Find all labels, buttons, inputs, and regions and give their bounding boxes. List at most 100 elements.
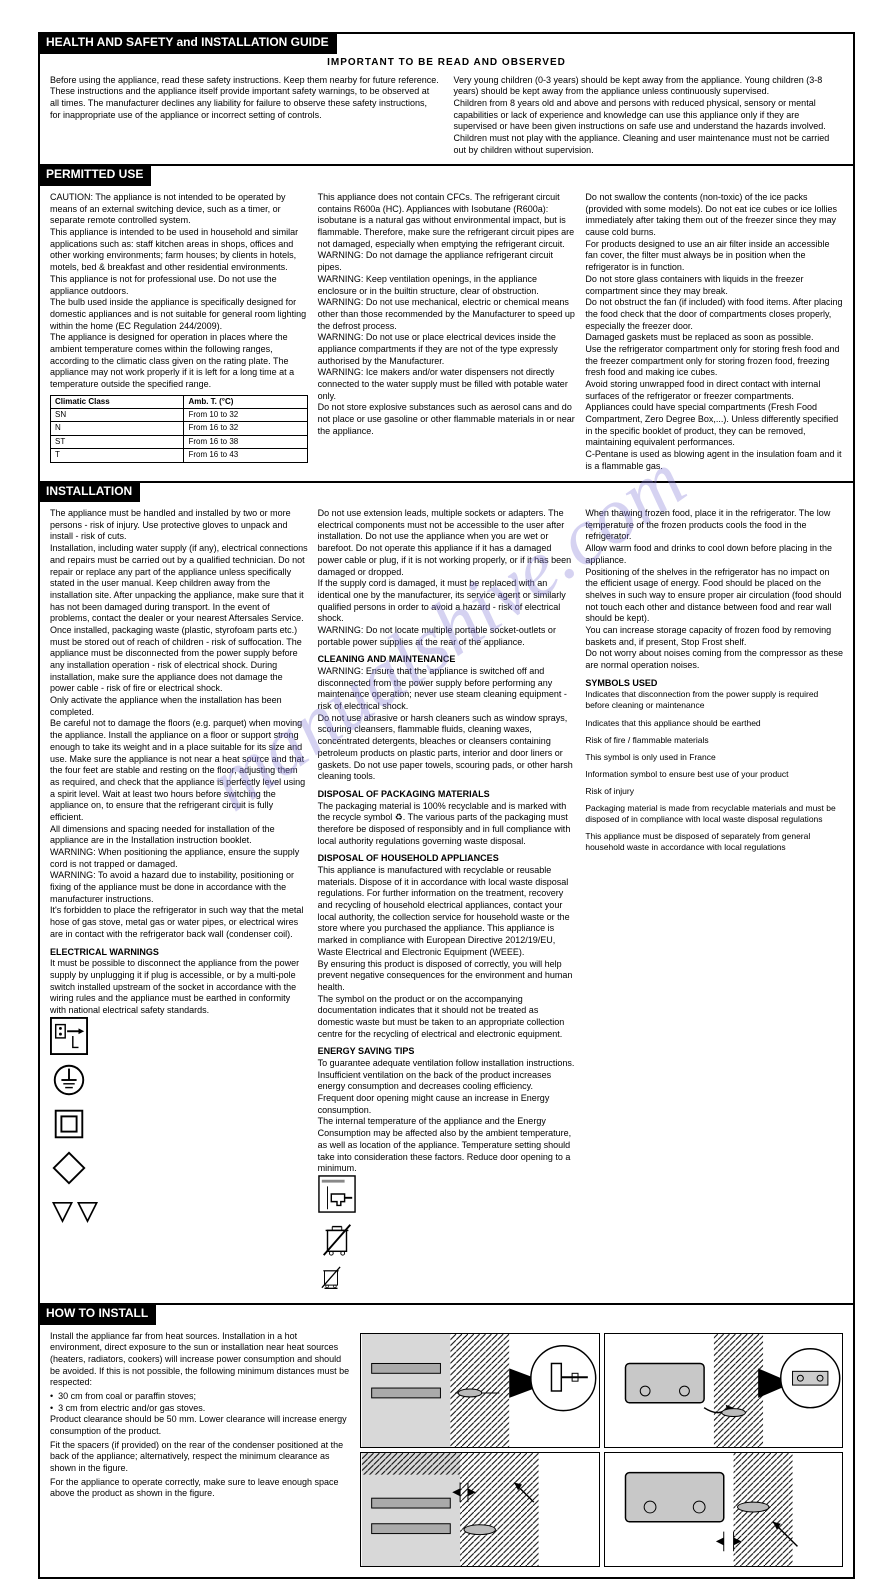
- th-temp: Amb. T. (°C): [184, 395, 307, 408]
- in-c2-13: To guarantee adequate ventilation follow…: [318, 1058, 576, 1093]
- in-c1-7: It's forbidden to place the refrigerator…: [50, 905, 308, 940]
- symbol-weee1: [318, 1219, 576, 1257]
- in-c2-5: Do not use abrasive or harsh cleaners su…: [318, 713, 576, 783]
- triangles-icon: [50, 1193, 100, 1231]
- pu-c3-3: Do not obstruct the fan (if included) wi…: [585, 297, 843, 332]
- symbol-text: This symbol is only used in France: [585, 752, 843, 763]
- symbol-earth: [50, 1061, 308, 1099]
- in-c1-4: All dimensions and spacing needed for in…: [50, 824, 308, 847]
- section-title: HEALTH AND SAFETY and INSTALLATION GUIDE: [38, 32, 337, 54]
- diamond-icon: [50, 1149, 88, 1187]
- pu-c2-2: WARNING: Keep ventilation openings, in t…: [318, 274, 576, 297]
- diagram-bracket-1: [604, 1333, 844, 1448]
- pu-c2-5: WARNING: Ice makers and/or water dispens…: [318, 367, 576, 402]
- pu-c1-2: This appliance is not for professional u…: [50, 274, 308, 297]
- pu-c2-6: Do not store explosive substances such a…: [318, 402, 576, 437]
- symbol-text: Information symbol to ensure best use of…: [585, 769, 843, 780]
- cell: From 16 to 32: [184, 422, 307, 435]
- symbol-text: This appliance must be disposed of separ…: [585, 831, 843, 853]
- intro-warning: IMPORTANT TO BE READ AND OBSERVED: [40, 56, 853, 69]
- pu-c1-1: This appliance is intended to be used in…: [50, 227, 308, 274]
- in-c1-1: Installation, including water supply (if…: [50, 543, 308, 695]
- symbol-triangles: [50, 1193, 308, 1231]
- in-c3-0: When thawing frozen food, place it in th…: [585, 508, 843, 543]
- in-c3-2: Positioning of the shelves in the refrig…: [585, 567, 843, 625]
- hi-para-4: Fit the spacers (if provided) on the rea…: [50, 1440, 350, 1475]
- pu-c3-1: For products designed to use an air filt…: [585, 239, 843, 274]
- symbol-text-drill: Risk of injury: [585, 786, 843, 797]
- section-health-safety: HEALTH AND SAFETY and INSTALLATION GUIDE…: [38, 32, 855, 166]
- section-title: INSTALLATION: [38, 481, 140, 503]
- in-c1-6: WARNING: To avoid a hazard due to instab…: [50, 870, 308, 905]
- section-installation: INSTALLATION The appliance must be handl…: [38, 483, 855, 1305]
- pu-c3-8: C-Pentane is used as blowing agent in th…: [585, 449, 843, 472]
- in-c1-0: The appliance must be handled and instal…: [50, 508, 308, 543]
- in-c1-2: Only activate the appliance when the ins…: [50, 695, 308, 718]
- in-c2-10: By ensuring this product is disposed of …: [318, 959, 576, 994]
- cell: N: [51, 422, 184, 435]
- cell: From 16 to 38: [184, 435, 307, 448]
- th-climatic: Climatic Class: [51, 395, 184, 408]
- cell: SN: [51, 409, 184, 422]
- pu-c2-4: WARNING: Do not use or place electrical …: [318, 332, 576, 367]
- electrical-heading: ELECTRICAL WARNINGS: [50, 947, 308, 959]
- hs-left-para: Before using the appliance, read these s…: [50, 75, 440, 122]
- square-icon: [50, 1105, 88, 1143]
- in-c2-4: WARNING: Ensure that the appliance is sw…: [318, 666, 576, 713]
- climatic-table: Climatic Class Amb. T. (°C) SNFrom 10 to…: [50, 395, 308, 463]
- cell: T: [51, 449, 184, 462]
- pu-c2-3: WARNING: Do not use mechanical, electric…: [318, 297, 576, 332]
- cell: From 16 to 43: [184, 449, 307, 462]
- symbol-text: Risk of fire / flammable materials: [585, 735, 843, 746]
- in-c2-7: The packaging material is 100% recyclabl…: [318, 801, 576, 848]
- symbol-unplug: [50, 1017, 308, 1055]
- in-c3-1: Allow warm food and drinks to cool down …: [585, 543, 843, 566]
- cell: From 10 to 32: [184, 409, 307, 422]
- disposal-app-heading: DISPOSAL OF HOUSEHOLD APPLIANCES: [318, 853, 576, 865]
- drill-icon: [318, 1175, 356, 1213]
- pu-c1-4: The appliance is designed for operation …: [50, 332, 308, 390]
- hs-right-para-1: Children from 8 years old and above and …: [454, 98, 844, 156]
- symbol-square: [50, 1105, 308, 1143]
- in-c2-0: Do not use extension leads, multiple soc…: [318, 508, 576, 578]
- weee-bin-icon-2: [318, 1263, 344, 1289]
- pu-c2-0: This appliance does not contain CFCs. Th…: [318, 192, 576, 250]
- hi-bullet-2: 3 cm from electric and/or gas stoves.: [50, 1403, 350, 1415]
- unplug-icon: [50, 1017, 88, 1055]
- hi-para-5: For the appliance to operate correctly, …: [50, 1477, 350, 1500]
- diagram-clearance-side: [360, 1452, 600, 1567]
- section-permitted-use: PERMITTED USE CAUTION: The appliance is …: [38, 166, 855, 482]
- in-c2-9: This appliance is manufactured with recy…: [318, 865, 576, 959]
- pu-c1-3: The bulb used inside the appliance is sp…: [50, 297, 308, 332]
- earth-icon: [50, 1061, 88, 1099]
- pu-c3-7: Appliances could have special compartmen…: [585, 402, 843, 449]
- symbol-text: Indicates that disconnection from the po…: [585, 689, 843, 711]
- in-c1-5: WARNING: When positioning the appliance,…: [50, 847, 308, 870]
- pu-c3-2: Do not store glass containers with liqui…: [585, 274, 843, 297]
- in-c2-11: The symbol on the product or on the acco…: [318, 994, 576, 1041]
- section-how-to-install: HOW TO INSTALL Install the appliance far…: [38, 1305, 855, 1579]
- symbol-text-weee1: Packaging material is made from recyclab…: [585, 803, 843, 825]
- pu-c3-0: Do not swallow the contents (non-toxic) …: [585, 192, 843, 239]
- symbols-heading: SYMBOLS USED: [585, 678, 843, 690]
- in-c2-15: The internal temperature of the applianc…: [318, 1116, 576, 1174]
- symbol-text: Indicates that this appliance should be …: [585, 718, 843, 729]
- cell: ST: [51, 435, 184, 448]
- hi-para-3: Product clearance should be 50 mm. Lower…: [50, 1414, 350, 1437]
- install-diagram-grid: [360, 1325, 853, 1577]
- disposal-pkg-heading: DISPOSAL OF PACKAGING MATERIALS: [318, 789, 576, 801]
- symbol-diamond: [50, 1149, 308, 1187]
- symbol-drill: [318, 1175, 576, 1213]
- in-c2-14: Frequent door opening might cause an inc…: [318, 1093, 576, 1116]
- symbol-text-unplug: Indicates that disconnection from the po…: [585, 689, 843, 711]
- hs-right-para-0: Very young children (0-3 years) should b…: [454, 75, 844, 98]
- in-c2-1: If the supply cord is damaged, it must b…: [318, 578, 576, 625]
- weee-bin-icon: [318, 1219, 356, 1257]
- pu-c3-5: Use the refrigerator compartment only fo…: [585, 344, 843, 379]
- symbol-text: Risk of injury: [585, 786, 843, 797]
- symbol-text-square: Risk of fire / flammable materials: [585, 735, 843, 746]
- in-c1-3: Be careful not to damage the floors (e.g…: [50, 718, 308, 823]
- symbol-text-earth: Indicates that this appliance should be …: [585, 718, 843, 729]
- in-c3-4: Do not worry about noises coming from th…: [585, 648, 843, 671]
- hi-bullet-1: 30 cm from coal or paraffin stoves;: [50, 1391, 350, 1403]
